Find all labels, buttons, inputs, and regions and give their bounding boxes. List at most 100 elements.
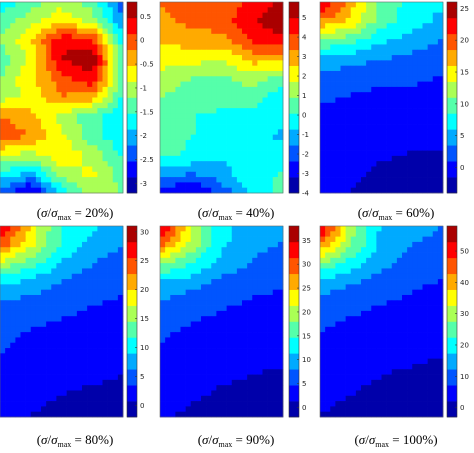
contour-cell <box>407 12 413 19</box>
contour-cell <box>61 321 67 328</box>
contour-cell <box>277 70 284 77</box>
contour-cell <box>185 44 192 51</box>
contour-cell <box>355 2 362 8</box>
contour-cell <box>61 305 67 312</box>
contour-cell <box>51 166 57 173</box>
contour-cell <box>361 92 367 98</box>
contour-cell <box>361 44 367 51</box>
contour-cell <box>56 60 62 67</box>
contour-cell <box>170 44 176 51</box>
contour-cell <box>97 2 103 8</box>
contour-cell <box>201 353 207 359</box>
contour-cell <box>56 316 62 322</box>
contour-cell <box>267 363 274 370</box>
contour-cell <box>417 316 423 322</box>
contour-cell <box>87 171 93 178</box>
contour-cell <box>350 231 357 237</box>
contour-cell <box>366 300 372 306</box>
contour-cell <box>335 182 341 189</box>
contour-cell <box>117 65 124 72</box>
contour-cell <box>407 294 413 301</box>
contour-cell <box>402 150 408 157</box>
contour-cell <box>366 17 372 24</box>
contour-cell <box>340 155 346 162</box>
contour-cell <box>267 97 274 104</box>
contour-cell <box>10 226 16 232</box>
contour-cell <box>391 44 398 51</box>
contour-cell <box>185 145 192 151</box>
contour-cell <box>345 7 352 13</box>
contour-cell <box>117 150 124 157</box>
contour-cell <box>366 129 372 135</box>
contour-cell <box>320 187 326 194</box>
contour-cell <box>257 390 263 397</box>
contour-cell <box>211 49 217 56</box>
contour-cell <box>432 124 439 130</box>
contour-cell <box>221 70 227 77</box>
contour-cell <box>361 7 367 13</box>
contour-cell <box>190 279 197 285</box>
contour-cell <box>82 279 88 285</box>
contour-cell <box>355 65 362 72</box>
contour-cell <box>252 406 258 413</box>
contour-cell <box>10 70 16 77</box>
contour-cell <box>381 226 387 232</box>
contour-cell <box>97 321 103 328</box>
contour-cell <box>165 28 171 35</box>
contour-cell <box>391 263 398 269</box>
contour-cell <box>391 279 398 285</box>
contour-cell <box>117 411 124 418</box>
contour-cell <box>335 247 341 253</box>
contour-cell <box>226 374 233 381</box>
contour-cell <box>51 252 57 259</box>
contour-cell <box>20 263 26 269</box>
contour-cell <box>112 332 119 338</box>
contour-cell <box>41 284 47 291</box>
contour-cell <box>330 49 336 56</box>
contour-cell <box>41 129 47 135</box>
contour-cell <box>231 2 238 8</box>
contour-cell <box>252 49 258 56</box>
contour-cell <box>185 2 192 8</box>
contour-cell <box>366 44 372 51</box>
contour-cell <box>92 97 98 104</box>
contour-cell <box>15 182 21 189</box>
contour-cell <box>10 97 16 104</box>
contour-cell <box>330 23 336 29</box>
contour-cell <box>277 7 284 13</box>
contour-cell <box>25 395 32 402</box>
contour-cell <box>41 342 47 349</box>
contour-cell <box>170 139 176 146</box>
contour-cell <box>247 247 253 253</box>
contour-cell <box>272 411 279 418</box>
contour-cell <box>201 252 207 259</box>
contour-cell <box>216 108 222 114</box>
contour-cell <box>185 76 192 82</box>
contour-cell <box>117 241 124 248</box>
contour-cell <box>242 134 248 141</box>
contour-cell <box>242 390 248 397</box>
contour-cell <box>437 139 444 146</box>
contour-cell <box>46 279 52 285</box>
contour-cell <box>267 39 274 45</box>
contour-cell <box>20 187 26 194</box>
contour-cell <box>35 145 42 151</box>
contour-cell <box>226 390 233 397</box>
contour-cell <box>107 86 114 93</box>
contour-cell <box>10 310 16 317</box>
contour-cell <box>381 166 387 173</box>
contour-cell <box>41 182 47 189</box>
contour-cell <box>175 252 181 259</box>
contour-cell <box>82 55 88 61</box>
contour-cell <box>175 406 181 413</box>
contour-cell <box>257 92 263 98</box>
contour-cell <box>201 7 207 13</box>
contour-cell <box>35 12 42 19</box>
contour-cell <box>160 321 166 328</box>
contour-cell <box>160 2 166 8</box>
contour-cell <box>257 65 263 72</box>
contour-cell <box>165 263 171 269</box>
contour-cell <box>82 134 88 141</box>
contour-cell <box>236 145 243 151</box>
contour-cell <box>195 263 202 269</box>
